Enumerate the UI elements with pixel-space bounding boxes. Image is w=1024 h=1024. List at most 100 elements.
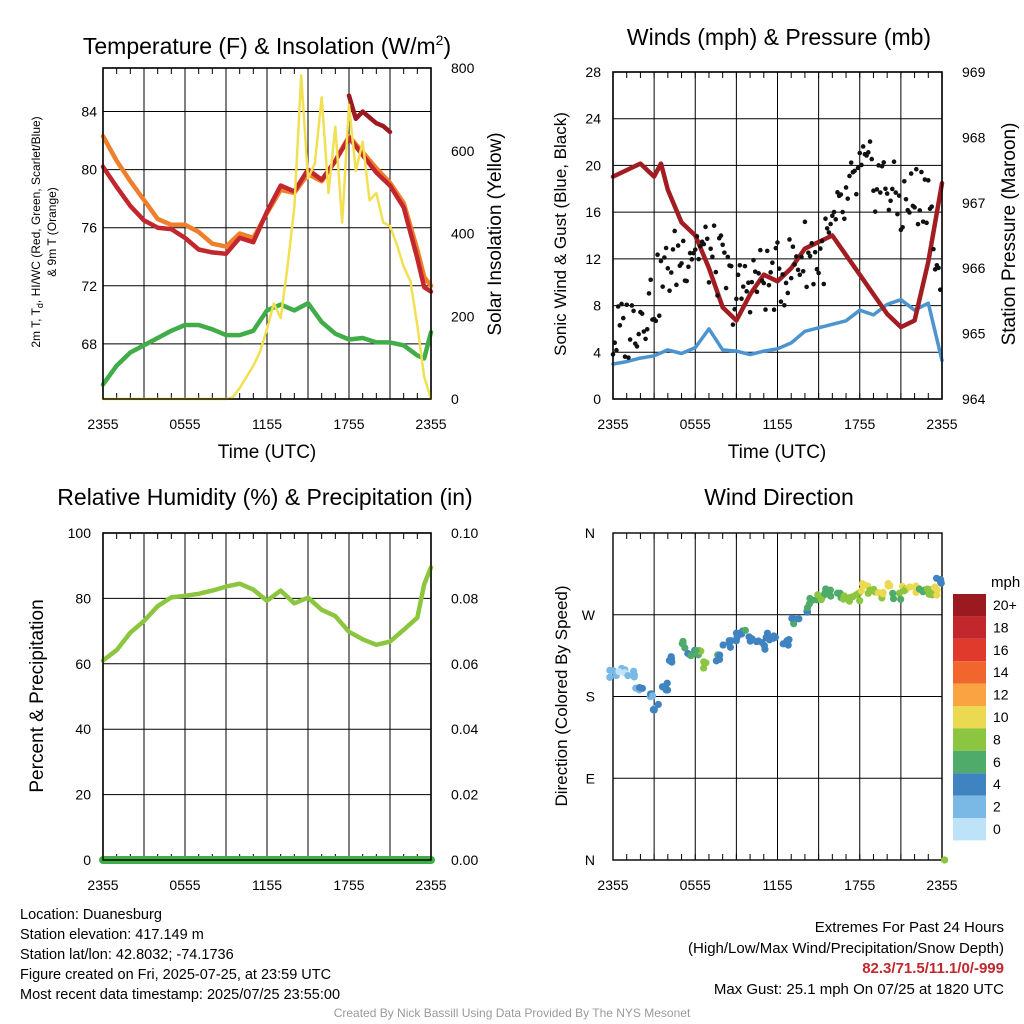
gust-point [646, 291, 652, 296]
wind-title: Winds (mph) & Pressure (mb) [627, 24, 931, 50]
y2-tick-label: 0.08 [451, 590, 478, 606]
direction-point [760, 642, 768, 650]
y-tick-label: 0 [83, 852, 91, 868]
direction-point [609, 667, 617, 675]
legend-swatch [953, 638, 986, 662]
legend-title: mph [991, 574, 1020, 591]
gust-point [730, 322, 736, 327]
gust-point [842, 216, 847, 222]
gust-point [783, 280, 789, 286]
direction-point [833, 589, 842, 597]
y-tick-label: 60 [75, 656, 91, 672]
gust-point [896, 193, 902, 198]
gust-point [708, 246, 713, 252]
legend-label: 6 [993, 754, 1001, 770]
gust-point [680, 238, 686, 244]
x-tick-label: 2355 [415, 416, 446, 432]
temp-ylabel-left-1: 2m T, Td, HI/WC (Red, Green, Scarlet/Blu… [29, 116, 45, 347]
gust-point [749, 279, 755, 285]
gust-point [802, 219, 808, 225]
gust-point [819, 238, 825, 244]
legend-label: 2 [993, 799, 1001, 815]
gust-point [739, 296, 744, 302]
direction-point [932, 574, 941, 582]
gust-point [662, 255, 667, 260]
gust-point [631, 308, 636, 314]
legend-label: 16 [993, 642, 1009, 658]
gust-point [636, 331, 642, 337]
legend-label: 20+ [993, 597, 1017, 613]
gust-point [734, 296, 739, 302]
direction-point [805, 600, 813, 608]
wind-xlabel: Time (UTC) [728, 442, 827, 463]
gust-point [675, 243, 681, 248]
direction-point [727, 637, 735, 645]
y2-tick-label: 800 [451, 60, 475, 76]
x-tick-label: 2355 [597, 877, 628, 893]
x-tick-label: 2355 [87, 416, 118, 432]
gust-point [617, 323, 623, 328]
gust-point [704, 236, 710, 242]
gust-point [770, 260, 775, 265]
y2-tick-label: 968 [962, 129, 986, 145]
gust-point [903, 196, 909, 202]
direction-point [900, 587, 908, 595]
info-created: Figure created on Fri, 2025-07-25, at 23… [20, 967, 332, 983]
legend-swatch [953, 683, 986, 706]
legend-label: 8 [993, 731, 1001, 747]
direction-point [933, 591, 941, 599]
gust-point [845, 196, 851, 201]
rh-ylabel-left: Percent & Precipitation [27, 599, 48, 792]
direction-point [884, 582, 892, 590]
gust-point [782, 302, 787, 308]
y2-tick-label: 967 [962, 195, 986, 211]
gust-point [752, 269, 758, 274]
direction-point [879, 590, 887, 598]
gust-point [775, 240, 780, 245]
y-tick-label: 84 [81, 104, 97, 120]
rh-title: Relative Humidity (%) & Precipitation (i… [57, 484, 472, 510]
series-line [611, 297, 944, 366]
legend-label: 14 [993, 664, 1009, 680]
direction-point [624, 671, 632, 680]
direction-point [889, 589, 897, 597]
y2-tick-label: 0.00 [451, 852, 478, 868]
y-tick-label: S [586, 689, 595, 705]
gust-point [828, 221, 833, 227]
direction-point [732, 637, 740, 645]
gust-point [715, 293, 720, 298]
gust-point [713, 269, 719, 275]
y-tick-label: 20 [585, 157, 601, 173]
gust-point [922, 177, 928, 182]
y-tick-label: N [585, 525, 595, 541]
gust-point [888, 198, 893, 204]
direction-point [795, 615, 803, 623]
y2-tick-label: 965 [962, 326, 986, 342]
gust-point [620, 315, 626, 321]
direction-point [687, 652, 695, 660]
y2-tick-label: 0.02 [451, 787, 478, 803]
legend-swatch [953, 706, 986, 729]
gust-point [629, 303, 635, 308]
gust-point [746, 280, 751, 285]
gust-point [831, 209, 837, 215]
gust-point [667, 288, 672, 293]
x-tick-label: 1155 [252, 416, 282, 432]
y-tick-label: 80 [75, 590, 91, 606]
y2-tick-label: 964 [962, 391, 986, 407]
series-line [101, 74, 433, 401]
y-tick-label: 12 [585, 251, 601, 267]
direction-point [658, 683, 667, 691]
gust-point [912, 205, 917, 210]
gust-point [812, 249, 818, 255]
gust-point [902, 178, 907, 184]
gust-point [641, 329, 647, 334]
y2-tick-label: 0.10 [451, 525, 478, 541]
direction-point [814, 591, 822, 599]
gust-point [859, 162, 864, 168]
gust-point [728, 263, 734, 269]
gust-point [744, 289, 749, 294]
legend-label: 12 [993, 687, 1009, 703]
gust-point [751, 257, 756, 263]
y2-tick-label: 966 [962, 260, 986, 276]
